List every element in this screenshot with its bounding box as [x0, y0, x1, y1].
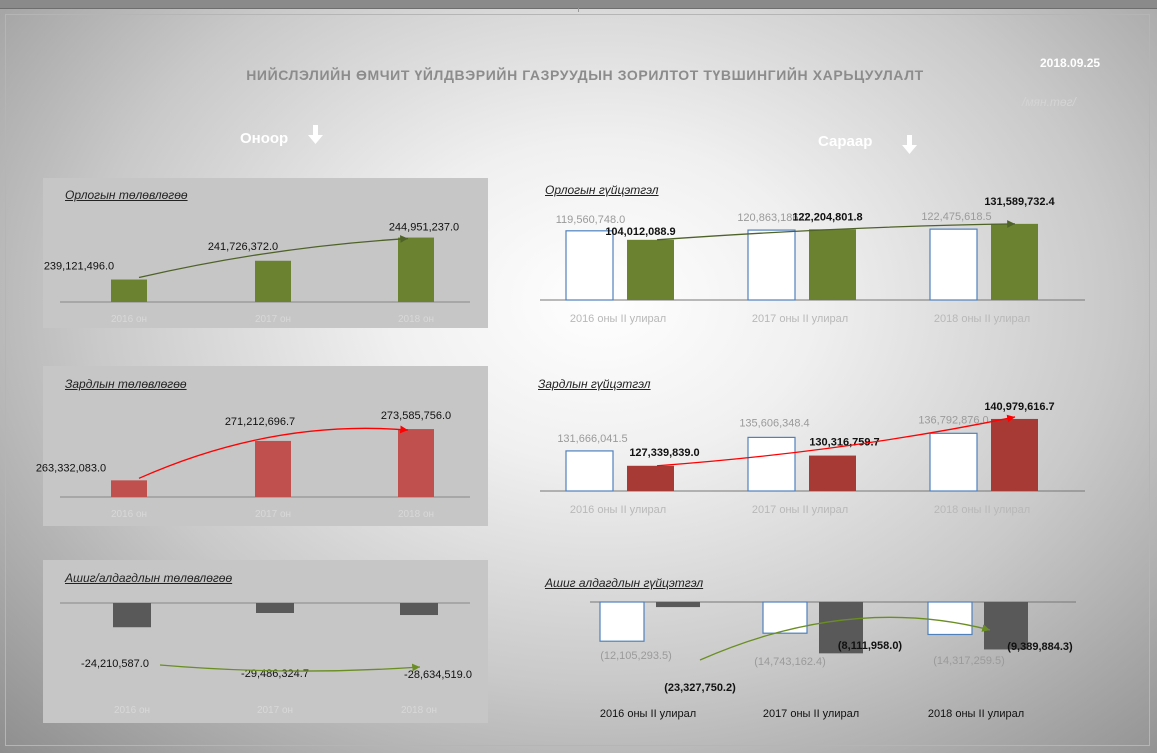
data-label: 241,726,372.0 [208, 241, 278, 253]
plan-bar [747, 436, 796, 492]
data-label: -24,210,587.0 [81, 658, 149, 670]
x-tick-label: 2018 он [398, 509, 434, 520]
slide-frame [5, 14, 1150, 746]
x-tick-label: 2018 оны II улирал [934, 504, 1030, 516]
plan-bar [929, 228, 978, 301]
income-actual-title: Орлогын гүйцэтгэл [545, 183, 659, 197]
actual-data-label: 122,204,801.8 [792, 211, 862, 223]
income-plan-title: Орлогын төлөвлөгөө [65, 188, 188, 202]
bar [255, 260, 291, 302]
section-heading-yearly: Оноор [240, 130, 289, 147]
actual-data-label: (23,327,750.2) [664, 682, 736, 694]
actual-bar [627, 465, 674, 491]
x-tick-label: 2017 оны II улирал [752, 504, 848, 516]
ruler-tick [578, 8, 579, 12]
data-label: 239,121,496.0 [44, 261, 114, 273]
x-tick-label: 2018 оны II улирал [928, 708, 1024, 720]
plan-bar [762, 601, 808, 634]
x-tick-label: 2018 оны II улирал [934, 313, 1030, 325]
trend-arrow [699, 616, 991, 661]
bar [398, 429, 434, 497]
actual-bar [984, 602, 1028, 650]
actual-bar [819, 602, 863, 654]
x-tick-label: 2016 оны II улирал [570, 313, 666, 325]
trend-arrow [138, 235, 409, 279]
x-tick-label: 2018 он [398, 314, 434, 325]
profit-plan-panel [43, 560, 488, 723]
plan-data-label: 135,606,348.4 [739, 417, 809, 429]
data-label: 244,951,237.0 [389, 222, 459, 234]
bar [400, 603, 438, 616]
x-tick-label: 2016 он [111, 509, 147, 520]
x-tick-label: 2016 он [114, 705, 150, 716]
x-tick-label: 2018 он [401, 705, 437, 716]
bar [111, 279, 147, 302]
actual-bar [991, 418, 1038, 491]
plan-data-label: 120,863,186.0 [737, 212, 807, 224]
plan-data-label: (12,105,293.5) [600, 650, 672, 662]
actual-data-label: 131,589,732.4 [984, 196, 1055, 208]
section-heading-quarterly: Сараар [818, 133, 873, 150]
trend-arrow [656, 220, 1016, 241]
x-tick-label: 2016 оны II улирал [570, 504, 666, 516]
plan-bar [565, 450, 614, 492]
expense-actual-title: Зардлын гүйцэтгэл [538, 377, 651, 391]
plan-bar [599, 601, 645, 642]
x-tick-label: 2017 он [255, 314, 291, 325]
actual-data-label: 140,979,616.7 [984, 401, 1054, 413]
plan-data-label: 136,792,876.0 [918, 414, 988, 426]
data-label: 271,212,696.7 [225, 416, 295, 428]
x-tick-label: 2017 оны II улирал [752, 313, 848, 325]
bar [398, 237, 434, 302]
profit-actual-title: Ашиг алдагдлын гүйцэтгэл [545, 576, 704, 590]
bar [256, 603, 294, 613]
trend-arrow [159, 663, 421, 672]
trend-arrow [138, 425, 409, 479]
plan-bar [927, 601, 973, 636]
expense-plan-title: Зардлын төлөвлөгөө [65, 377, 187, 391]
unit-label: /мян.төг/ [1022, 95, 1076, 109]
actual-data-label: (8,111,958.0) [838, 640, 903, 652]
plan-bar [929, 432, 978, 492]
actual-data-label: 130,316,759.7 [809, 437, 879, 449]
trend-arrow [656, 414, 1016, 467]
bar [113, 603, 151, 628]
plan-data-label: (14,317,259.5) [933, 655, 1005, 667]
plan-data-label: 119,560,748.0 [556, 214, 626, 226]
actual-bar [809, 229, 856, 300]
data-label: -28,634,519.0 [404, 669, 472, 681]
actual-bar [809, 455, 856, 491]
bar [111, 480, 147, 497]
actual-data-label: 127,339,839.0 [629, 447, 699, 459]
actual-bar [991, 223, 1038, 300]
plan-data-label: 131,666,041.5 [557, 433, 627, 445]
data-label: 273,585,756.0 [381, 410, 451, 422]
down-arrow-icon [308, 125, 323, 144]
plan-data-label: 122,475,618.5 [921, 211, 991, 223]
actual-data-label: (9,389,884.3) [1007, 641, 1073, 653]
report-date: 2018.09.25 [1040, 56, 1101, 70]
down-arrow-icon [902, 135, 917, 154]
actual-data-label: 104,012,088.9 [605, 226, 675, 238]
bar [255, 440, 291, 497]
page-title: НИЙСЛЭЛИЙН ӨМЧИТ ҮЙЛДВЭРИЙН ГАЗРУУДЫН ЗО… [246, 67, 924, 83]
plan-bar [565, 230, 614, 301]
x-tick-label: 2017 оны II улирал [763, 708, 859, 720]
actual-bar [627, 239, 674, 300]
x-tick-label: 2017 он [255, 509, 291, 520]
profit-plan-title: Ашиг/алдагдлын төлөвлөгөө [65, 571, 233, 585]
plan-bar [747, 229, 796, 301]
data-label: 263,332,083.0 [36, 462, 106, 474]
x-tick-label: 2016 он [111, 314, 147, 325]
x-tick-label: 2016 оны II улирал [600, 708, 696, 720]
actual-bar [656, 602, 700, 608]
plan-data-label: (14,743,162.4) [754, 656, 826, 668]
x-tick-label: 2017 он [257, 705, 293, 716]
